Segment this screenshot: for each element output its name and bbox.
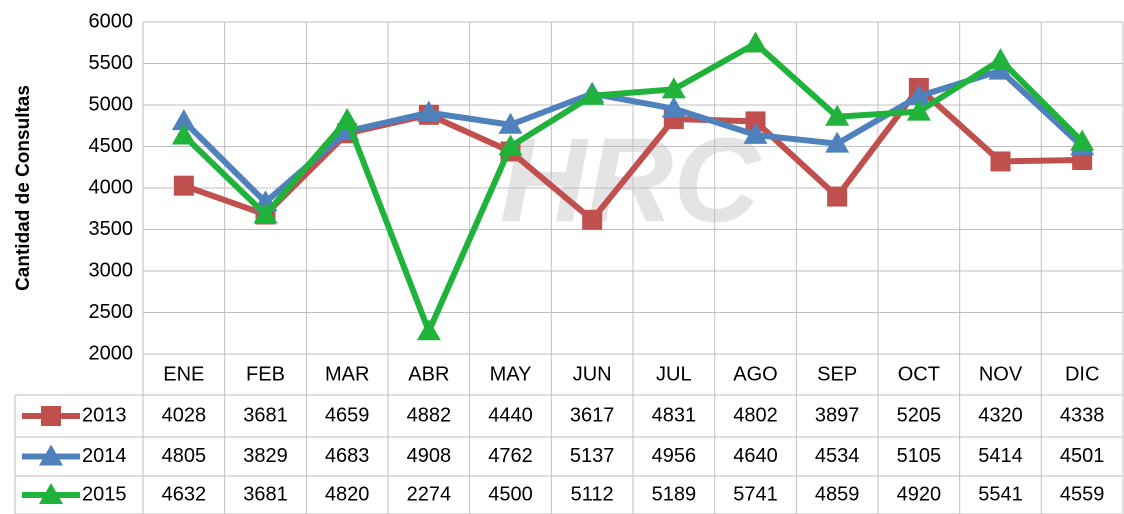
marker <box>825 104 850 126</box>
y-tick-label: 4500 <box>89 135 134 157</box>
table-value: 5541 <box>978 483 1023 505</box>
marker <box>1070 129 1095 151</box>
table-value: 5137 <box>570 445 615 467</box>
line <box>181 40 1085 335</box>
line <box>181 67 1085 206</box>
table-value: 4659 <box>325 404 370 426</box>
table-value: 3617 <box>570 404 615 426</box>
marker <box>661 77 686 99</box>
y-tick-label: 4000 <box>89 176 134 198</box>
marker <box>988 58 1013 80</box>
table-value: 5189 <box>652 483 697 505</box>
x-tick-label: OCT <box>898 363 940 385</box>
x-tick-label: ENE <box>163 363 204 385</box>
table-value: 4028 <box>162 404 207 426</box>
marker <box>745 111 766 132</box>
table-value: 4859 <box>815 483 860 505</box>
table-value: 4683 <box>325 445 370 467</box>
marker <box>661 96 686 118</box>
x-tick-label: ABR <box>408 363 449 385</box>
series: 2015 4632 3681 4820 2274 4500 5112 5189 5741 4859… <box>22 31 1104 505</box>
x-tick-label: DIC <box>1065 363 1099 385</box>
table-value: 5741 <box>733 483 778 505</box>
x-tick-label: FEB <box>246 363 285 385</box>
table-value: 4500 <box>488 483 533 505</box>
x-tick-label: JUN <box>573 363 612 385</box>
table-value: 4440 <box>488 404 533 426</box>
table-value: 5112 <box>571 483 614 505</box>
table-value: 4501 <box>1060 445 1105 467</box>
table-value: 4559 <box>1060 483 1105 505</box>
y-tick-label: 5500 <box>89 52 134 74</box>
x-tick-label: NOV <box>979 363 1023 385</box>
table-value: 3681 <box>243 483 288 505</box>
series: 2014 4805 3829 4683 4908 4762 5137 4956 4640 4534… <box>22 58 1105 467</box>
marker <box>171 109 196 131</box>
table-value: 4956 <box>652 445 697 467</box>
table-value: 4908 <box>407 445 452 467</box>
table-value: 4820 <box>325 483 370 505</box>
marker <box>253 202 278 224</box>
table-value: 5105 <box>897 445 942 467</box>
table-value: 4762 <box>488 445 533 467</box>
legend-marker <box>41 406 61 426</box>
y-axis-label: Cantidad de Consultas <box>13 85 34 291</box>
y-tick-label: 2500 <box>89 301 134 323</box>
marker <box>498 134 523 156</box>
marker <box>990 151 1011 172</box>
table-value: 3897 <box>815 404 860 426</box>
x-tick-label: AGO <box>733 363 777 385</box>
marker <box>906 84 931 106</box>
table-value: 5414 <box>978 445 1023 467</box>
marker <box>173 175 194 196</box>
y-tick-label: 3500 <box>89 218 134 240</box>
marker <box>582 209 603 230</box>
y-tick-label: 2000 <box>89 342 134 364</box>
marker <box>743 122 768 144</box>
legend-label: 2013 <box>82 404 127 426</box>
marker <box>743 31 768 53</box>
y-tick-label: 6000 <box>89 10 134 32</box>
table-value: 4882 <box>407 404 452 426</box>
marker <box>498 112 523 134</box>
grid <box>14 21 1124 514</box>
marker <box>906 99 931 121</box>
watermark: HRC <box>500 114 762 248</box>
x-tick-label: JUL <box>656 363 692 385</box>
table-value: 4320 <box>978 404 1023 426</box>
marker <box>580 83 605 105</box>
y-tick-label: 5000 <box>89 93 134 115</box>
marker <box>825 131 850 153</box>
marker <box>335 107 360 129</box>
y-tick-label: 3000 <box>89 259 134 281</box>
marker <box>171 123 196 145</box>
table-value: 4338 <box>1060 404 1105 426</box>
x-tick-label: SEP <box>817 363 857 385</box>
x-tick-label: MAY <box>490 363 532 385</box>
legend-label: 2014 <box>82 445 127 467</box>
marker <box>827 186 848 207</box>
legend-marker <box>39 444 63 466</box>
x-tick-label: MAR <box>325 363 369 385</box>
table-value: 4640 <box>733 445 778 467</box>
table-value: 4632 <box>162 483 207 505</box>
table-value: 4534 <box>815 445 860 467</box>
table-value: 2274 <box>407 483 452 505</box>
table-value: 4920 <box>897 483 942 505</box>
table-value: 4802 <box>733 404 778 426</box>
table-value: 4831 <box>652 404 697 426</box>
legend-label: 2015 <box>82 483 127 505</box>
table-value: 4805 <box>162 445 207 467</box>
table-value: 3829 <box>243 445 288 467</box>
marker <box>416 100 441 122</box>
table-value: 5205 <box>897 404 942 426</box>
marker <box>988 48 1013 70</box>
table-value: 3681 <box>243 404 288 426</box>
legend-marker <box>39 483 63 504</box>
marker <box>416 319 441 341</box>
